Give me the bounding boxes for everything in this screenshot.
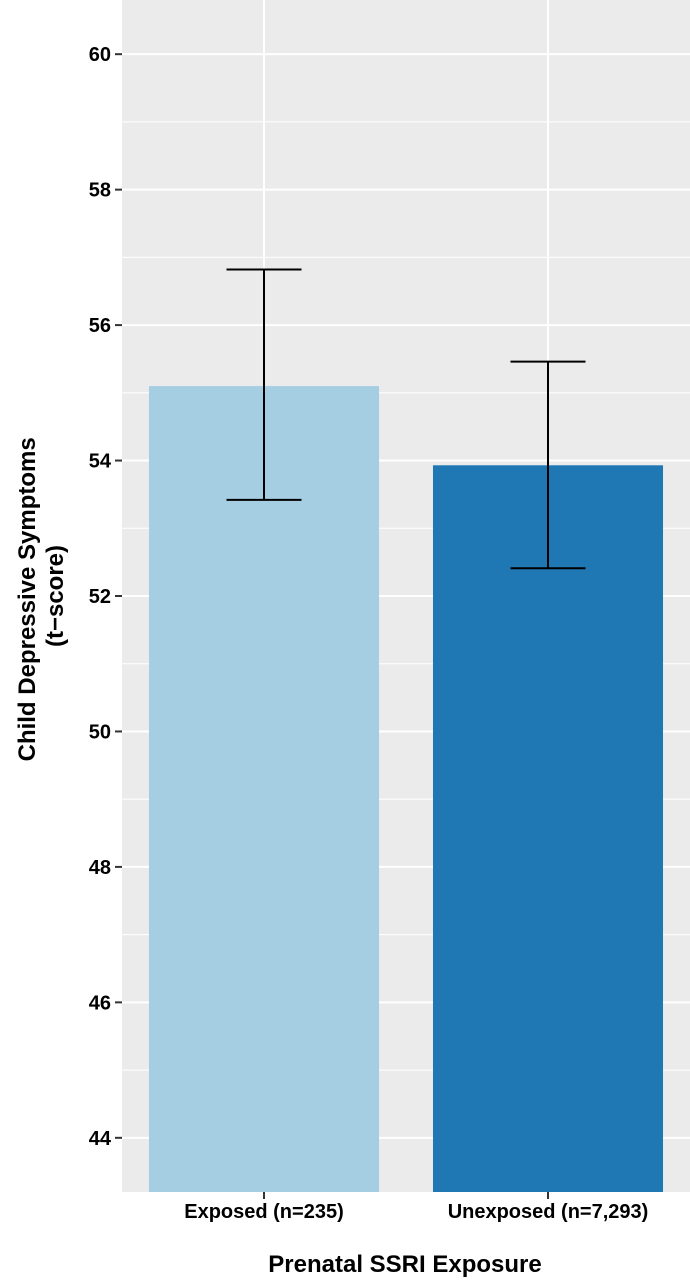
y-tick-label: 60 (89, 44, 111, 66)
x-tick-label: Unexposed (n=7,293) (448, 1201, 649, 1223)
y-tick-label: 54 (89, 451, 112, 473)
y-axis: 44 46 48 50 52 54 56 58 60 (89, 44, 122, 1150)
x-axis-title: Prenatal SSRI Exposure (268, 1251, 541, 1278)
y-axis-title-line-1: Child Depressive Symptoms (14, 437, 41, 761)
y-tick-label: 44 (89, 1128, 112, 1150)
y-tick-label: 50 (89, 721, 111, 743)
y-tick-label: 56 (89, 315, 111, 337)
x-axis: Exposed (n=235) Unexposed (n=7,293) (184, 1192, 648, 1223)
y-tick-label: 46 (89, 992, 111, 1014)
y-tick-label: 52 (89, 586, 111, 608)
bars (148, 386, 664, 1193)
y-axis-title: Child Depressive Symptoms (t−score) (14, 431, 69, 762)
y-axis-title-line-2: (t−score) (42, 545, 69, 647)
x-tick-label: Exposed (n=235) (184, 1201, 344, 1223)
bar-2 (432, 465, 664, 1192)
y-tick-label: 58 (89, 180, 111, 202)
y-tick-label: 48 (89, 857, 111, 879)
bar-1 (148, 386, 380, 1193)
error-bars (226, 268, 586, 570)
